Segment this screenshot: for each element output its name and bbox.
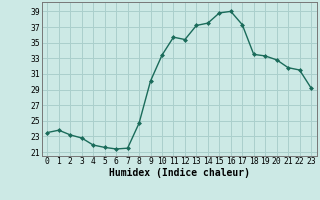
X-axis label: Humidex (Indice chaleur): Humidex (Indice chaleur): [109, 168, 250, 178]
